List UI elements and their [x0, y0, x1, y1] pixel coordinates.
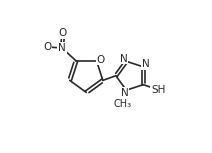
- Text: O: O: [59, 28, 67, 38]
- Text: O: O: [43, 42, 52, 52]
- Text: O: O: [97, 55, 105, 65]
- Text: N: N: [120, 54, 127, 64]
- Text: SH: SH: [151, 85, 166, 95]
- Text: N: N: [142, 59, 150, 69]
- Text: N: N: [58, 43, 66, 53]
- Text: N: N: [121, 88, 128, 98]
- Text: CH₃: CH₃: [113, 99, 131, 109]
